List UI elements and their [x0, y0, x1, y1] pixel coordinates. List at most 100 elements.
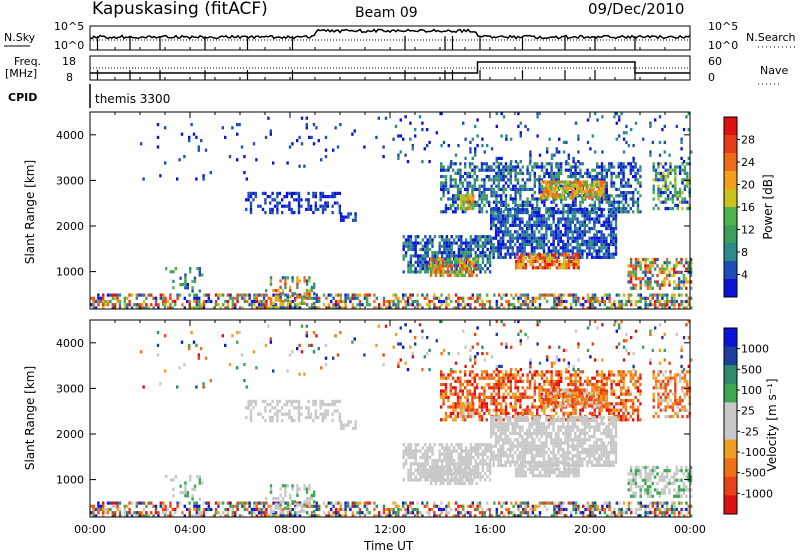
velocity-cell — [94, 507, 98, 512]
velocity-cell — [291, 514, 294, 518]
power-cell — [523, 207, 526, 211]
power-cell — [518, 246, 522, 250]
power-cell — [226, 303, 230, 307]
velocity-cell — [461, 478, 464, 482]
power-cell — [536, 178, 539, 182]
power-cell — [250, 299, 254, 304]
power-cell — [172, 279, 175, 283]
power-cell — [407, 263, 410, 268]
power-cell — [527, 259, 530, 263]
power-cell — [492, 207, 495, 211]
power-cell — [485, 165, 488, 169]
power-cell — [499, 211, 502, 215]
velocity-cell — [434, 465, 438, 470]
power-cell — [502, 203, 505, 207]
power-cell — [521, 165, 524, 169]
power-cell — [222, 303, 225, 307]
power-cell — [445, 270, 449, 274]
power-cell — [562, 243, 565, 247]
power-cell — [574, 162, 577, 166]
power-cell — [552, 236, 555, 240]
velocity-cell — [207, 507, 210, 512]
power-cell — [540, 236, 543, 240]
power-cell — [243, 155, 246, 159]
power-cell — [578, 252, 582, 256]
power-cell — [278, 191, 281, 195]
power-cell — [571, 183, 574, 187]
power-cell — [433, 303, 436, 307]
power-cell — [278, 201, 281, 205]
velocity-cell — [382, 511, 386, 515]
power-cell — [438, 235, 441, 239]
power-cell — [659, 178, 663, 182]
velocity-cell — [437, 472, 440, 476]
colorbar-swatch — [724, 243, 737, 262]
power-cell — [572, 293, 575, 297]
power-cell — [296, 293, 299, 297]
power-cell — [533, 214, 536, 218]
power-cell — [150, 303, 153, 307]
power-cell — [627, 191, 630, 195]
power-cell — [450, 244, 453, 248]
power-cell — [109, 293, 112, 297]
power-cell — [585, 186, 588, 190]
power-cell — [637, 277, 640, 281]
power-cell — [636, 168, 640, 172]
power-cell — [610, 239, 613, 243]
power-cell — [249, 204, 253, 208]
velocity-cell — [310, 514, 314, 518]
velocity-cell — [687, 511, 690, 515]
power-cell — [305, 282, 309, 286]
power-cell — [497, 168, 500, 172]
velocity-cell — [217, 504, 220, 508]
power-cell — [322, 293, 326, 297]
power-cell — [572, 160, 575, 164]
power-cell — [495, 210, 498, 214]
power-cell — [574, 168, 577, 172]
power-cell — [598, 178, 601, 182]
power-cell — [279, 298, 282, 302]
velocity-cell — [342, 426, 345, 430]
velocity-cell — [174, 507, 177, 512]
power-cell — [505, 134, 508, 138]
velocity-cell — [402, 449, 405, 453]
power-cell — [190, 123, 193, 127]
power-cell — [636, 200, 640, 204]
power-cell — [530, 236, 534, 240]
power-cell — [509, 165, 512, 169]
power-cell — [104, 303, 107, 307]
velocity-cell — [434, 478, 438, 482]
power-cell — [262, 303, 266, 307]
power-cell — [637, 257, 640, 262]
velocity-cell — [486, 455, 489, 460]
power-cell — [585, 190, 588, 194]
power-cell — [492, 220, 495, 224]
power-cell — [664, 162, 667, 166]
power-cell — [297, 204, 301, 208]
velocity-cell — [277, 514, 280, 518]
velocity-cell — [315, 507, 318, 512]
power-cell — [562, 203, 565, 207]
power-cell — [434, 273, 438, 278]
velocity-cell — [507, 507, 510, 512]
velocity-cell — [431, 449, 434, 453]
power-cell — [270, 296, 273, 300]
power-cell — [254, 195, 257, 199]
power-cell — [531, 203, 534, 207]
velocity-cell — [654, 501, 657, 505]
power-cell — [478, 187, 481, 191]
velocity-cell — [534, 504, 537, 508]
velocity-cell — [277, 501, 280, 505]
power-cell — [543, 203, 546, 207]
power-cell — [106, 293, 110, 297]
power-cell — [272, 161, 275, 165]
velocity-cell — [340, 420, 343, 424]
power-cell — [123, 299, 126, 304]
velocity-cell — [152, 504, 155, 508]
velocity-cell — [536, 504, 539, 508]
power-cell — [608, 168, 611, 172]
power-cell — [598, 217, 601, 221]
power-cell — [598, 246, 601, 250]
power-cell — [285, 191, 289, 195]
power-cell — [443, 244, 446, 248]
